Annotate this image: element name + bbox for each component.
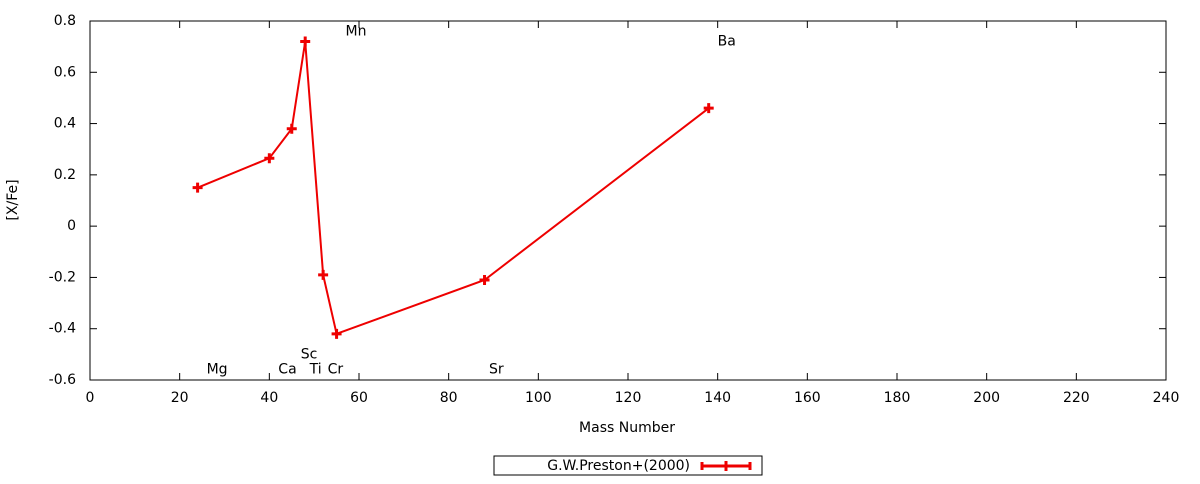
x-axis-label: Mass Number	[579, 420, 675, 436]
x-tick-label: 120	[615, 390, 642, 406]
annotation: Mg	[207, 362, 228, 378]
legend-label: G.W.Preston+(2000)	[547, 458, 690, 474]
y-tick-label: 0	[67, 218, 76, 234]
x-tick-label: 220	[1063, 390, 1090, 406]
legend-box	[493, 455, 763, 476]
y-tick-label: 0.6	[54, 64, 76, 80]
annotation: Ba	[718, 34, 736, 50]
annotation: Ca	[278, 362, 296, 378]
x-tick-label: 0	[86, 390, 95, 406]
data-point	[479, 274, 490, 285]
y-tick-label: 0.8	[54, 13, 76, 29]
data-point	[331, 328, 342, 339]
y-tick-label: 0.2	[54, 167, 76, 183]
x-tick-label: 240	[1153, 390, 1180, 406]
x-tick-label: 60	[350, 390, 368, 406]
y-tick-label: 0.4	[54, 116, 76, 132]
x-tick-label: 80	[440, 390, 458, 406]
annotation: Ti	[309, 362, 322, 378]
x-tick-label: 160	[794, 390, 821, 406]
data-point	[192, 182, 203, 193]
annotation: Sr	[489, 362, 504, 378]
annotation: Cr	[328, 362, 344, 378]
legend-marker	[721, 461, 731, 471]
annotation: Sc	[301, 346, 318, 362]
plot-frame	[89, 20, 1167, 381]
x-tick-label: 40	[260, 390, 278, 406]
y-axis-label: [X/Fe]	[5, 179, 21, 220]
y-tick-label: -0.4	[49, 321, 76, 337]
data-point	[703, 103, 714, 114]
data-line	[197, 41, 710, 336]
data-point	[318, 269, 329, 280]
data-point	[264, 153, 275, 164]
x-tick-label: 180	[884, 390, 911, 406]
x-tick-label: 20	[171, 390, 189, 406]
data-point	[300, 36, 311, 47]
x-tick-label: 140	[704, 390, 731, 406]
x-tick-label: 200	[973, 390, 1000, 406]
data-point	[286, 123, 297, 134]
annotation: Mn	[346, 23, 367, 39]
x-tick-label: 100	[525, 390, 552, 406]
y-tick-label: -0.2	[49, 269, 76, 285]
y-tick-label: -0.6	[49, 372, 76, 388]
